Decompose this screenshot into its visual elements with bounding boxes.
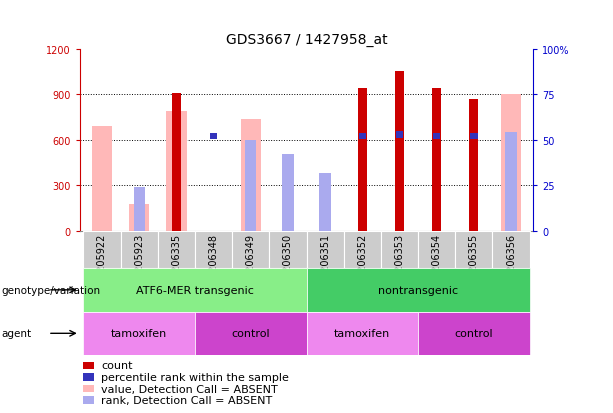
- Text: nontransgenic: nontransgenic: [378, 285, 458, 295]
- Bar: [240, 119, 261, 231]
- Bar: [282, 155, 294, 231]
- Bar: [172, 93, 181, 231]
- Text: GSM206335: GSM206335: [172, 233, 181, 292]
- Text: GSM206354: GSM206354: [432, 233, 441, 292]
- Text: GSM206349: GSM206349: [246, 233, 256, 292]
- Bar: [129, 205, 150, 231]
- FancyBboxPatch shape: [492, 231, 530, 268]
- Bar: [432, 89, 441, 231]
- Bar: [134, 188, 145, 231]
- Bar: [245, 140, 256, 231]
- FancyBboxPatch shape: [83, 312, 195, 355]
- FancyBboxPatch shape: [418, 231, 455, 268]
- Text: GSM206356: GSM206356: [506, 233, 516, 292]
- Text: GSM205922: GSM205922: [97, 233, 107, 292]
- Text: GSM206351: GSM206351: [320, 233, 330, 292]
- Bar: [433, 133, 440, 140]
- Text: control: control: [454, 328, 493, 339]
- Bar: [166, 112, 186, 231]
- FancyBboxPatch shape: [232, 231, 269, 268]
- Bar: [92, 127, 112, 231]
- Bar: [395, 72, 404, 231]
- Text: GSM206352: GSM206352: [357, 233, 367, 292]
- FancyBboxPatch shape: [195, 231, 232, 268]
- Bar: [359, 133, 366, 140]
- Text: GSM206350: GSM206350: [283, 233, 293, 292]
- Text: rank, Detection Call = ABSENT: rank, Detection Call = ABSENT: [101, 395, 272, 405]
- Text: value, Detection Call = ABSENT: value, Detection Call = ABSENT: [101, 384, 278, 394]
- FancyBboxPatch shape: [195, 312, 306, 355]
- Text: ATF6-MER transgenic: ATF6-MER transgenic: [136, 285, 254, 295]
- Text: percentile rank within the sample: percentile rank within the sample: [101, 372, 289, 382]
- Bar: [505, 133, 517, 231]
- FancyBboxPatch shape: [418, 312, 530, 355]
- FancyBboxPatch shape: [269, 231, 306, 268]
- Text: GSM206348: GSM206348: [208, 233, 219, 292]
- Bar: [501, 95, 521, 231]
- Text: agent: agent: [1, 328, 31, 339]
- Text: GSM205923: GSM205923: [134, 233, 144, 292]
- Text: genotype/variation: genotype/variation: [1, 285, 101, 295]
- FancyBboxPatch shape: [158, 231, 195, 268]
- Bar: [357, 89, 367, 231]
- FancyBboxPatch shape: [306, 312, 418, 355]
- Bar: [470, 133, 478, 140]
- FancyBboxPatch shape: [306, 268, 530, 312]
- Text: GSM206353: GSM206353: [394, 233, 405, 292]
- Bar: [319, 173, 331, 231]
- FancyBboxPatch shape: [83, 268, 306, 312]
- Bar: [469, 100, 479, 231]
- Bar: [210, 133, 217, 140]
- Text: count: count: [101, 361, 132, 370]
- Title: GDS3667 / 1427958_at: GDS3667 / 1427958_at: [226, 33, 387, 47]
- FancyBboxPatch shape: [83, 231, 121, 268]
- Text: tamoxifen: tamoxifen: [111, 328, 167, 339]
- Text: tamoxifen: tamoxifen: [334, 328, 390, 339]
- Bar: [396, 132, 403, 138]
- FancyBboxPatch shape: [344, 231, 381, 268]
- FancyBboxPatch shape: [455, 231, 492, 268]
- FancyBboxPatch shape: [381, 231, 418, 268]
- FancyBboxPatch shape: [121, 231, 158, 268]
- Text: GSM206355: GSM206355: [469, 233, 479, 292]
- Text: control: control: [232, 328, 270, 339]
- FancyBboxPatch shape: [306, 231, 344, 268]
